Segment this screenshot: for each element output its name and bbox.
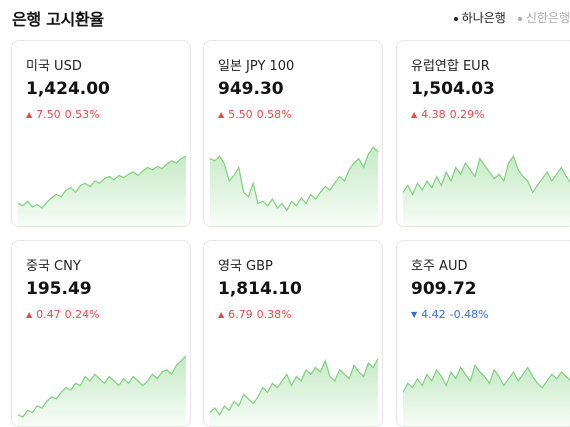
up-arrow-icon: ▲ [26, 110, 32, 119]
price-change: ▲ 0.47 0.24% [26, 308, 100, 321]
currency-price: 1,814.10 [218, 279, 302, 299]
price-change: ▲ 6.79 0.38% [218, 308, 292, 321]
up-arrow-icon: ▲ [411, 110, 417, 119]
price-change: ▲ 4.38 0.29% [411, 108, 485, 121]
sparkline-area [210, 147, 378, 227]
rate-card-cny[interactable]: 중국 CNY 195.49 ▲ 0.47 0.24% [11, 240, 191, 427]
change-value: 6.79 [228, 308, 253, 321]
price-change: ▲ 7.50 0.53% [26, 108, 100, 121]
sparkline-chart [397, 331, 570, 427]
rate-card-gbp[interactable]: 영국 GBP 1,814.10 ▲ 6.79 0.38% [203, 240, 383, 427]
change-value: 5.50 [228, 108, 253, 121]
sparkline-area [18, 156, 186, 227]
currency-price: 1,504.03 [411, 79, 495, 99]
up-arrow-icon: ▲ [218, 110, 224, 119]
rate-card-usd[interactable]: 미국 USD 1,424.00 ▲ 7.50 0.53% [11, 40, 191, 227]
rate-card-aud[interactable]: 호주 AUD 909.72 ▼ 4.42 -0.48% [396, 240, 570, 427]
down-arrow-icon: ▼ [411, 310, 417, 319]
currency-name: 미국 USD [26, 55, 82, 74]
page-title: 은행 고시환율 [12, 6, 104, 30]
change-percent: 0.38% [257, 308, 292, 321]
sparkline-chart [204, 131, 383, 227]
up-arrow-icon: ▲ [218, 310, 224, 319]
sparkline-area [18, 356, 186, 427]
change-value: 4.38 [421, 108, 446, 121]
currency-name: 유럽연합 EUR [411, 55, 490, 74]
change-percent: 0.24% [65, 308, 100, 321]
inactive-dot-icon [518, 17, 522, 21]
currency-price: 1,424.00 [26, 79, 110, 99]
rate-card-eur[interactable]: 유럽연합 EUR 1,504.03 ▲ 4.38 0.29% [396, 40, 570, 227]
change-percent: -0.48% [450, 308, 489, 321]
currency-name: 중국 CNY [26, 255, 81, 274]
up-arrow-icon: ▲ [26, 310, 32, 319]
tab-bank-shinhan[interactable]: 신한은행 [518, 9, 570, 26]
tab-label: 신한은행 [526, 11, 570, 25]
sparkline-area [403, 365, 570, 427]
change-value: 7.50 [36, 108, 61, 121]
change-value: 4.42 [421, 308, 446, 321]
currency-name: 호주 AUD [411, 255, 467, 274]
currency-name: 영국 GBP [218, 255, 273, 274]
change-value: 0.47 [36, 308, 61, 321]
change-percent: 0.53% [65, 108, 100, 121]
tab-bank-hana[interactable]: 하나은행 [454, 9, 506, 26]
bank-tabs: 하나은행 신한은행 [454, 9, 570, 26]
header: 은행 고시환율 하나은행 신한은행 [12, 0, 570, 34]
currency-price: 195.49 [26, 279, 92, 299]
currency-price: 909.72 [411, 279, 477, 299]
currency-name: 일본 JPY 100 [218, 55, 294, 74]
price-change: ▲ 5.50 0.58% [218, 108, 292, 121]
exchange-rate-cards: 미국 USD 1,424.00 ▲ 7.50 0.53% 일본 JPY 100 94… [11, 40, 570, 420]
rate-card-jpy[interactable]: 일본 JPY 100 949.30 ▲ 5.50 0.58% [203, 40, 383, 227]
change-percent: 0.58% [257, 108, 292, 121]
sparkline-area [403, 156, 570, 227]
active-dot-icon [454, 17, 458, 21]
sparkline-chart [204, 331, 383, 427]
sparkline-chart [12, 331, 191, 427]
price-change: ▼ 4.42 -0.48% [411, 308, 489, 321]
sparkline-chart [397, 131, 570, 227]
tab-label: 하나은행 [462, 11, 506, 25]
sparkline-chart [12, 131, 191, 227]
currency-price: 949.30 [218, 79, 284, 99]
change-percent: 0.29% [450, 108, 485, 121]
